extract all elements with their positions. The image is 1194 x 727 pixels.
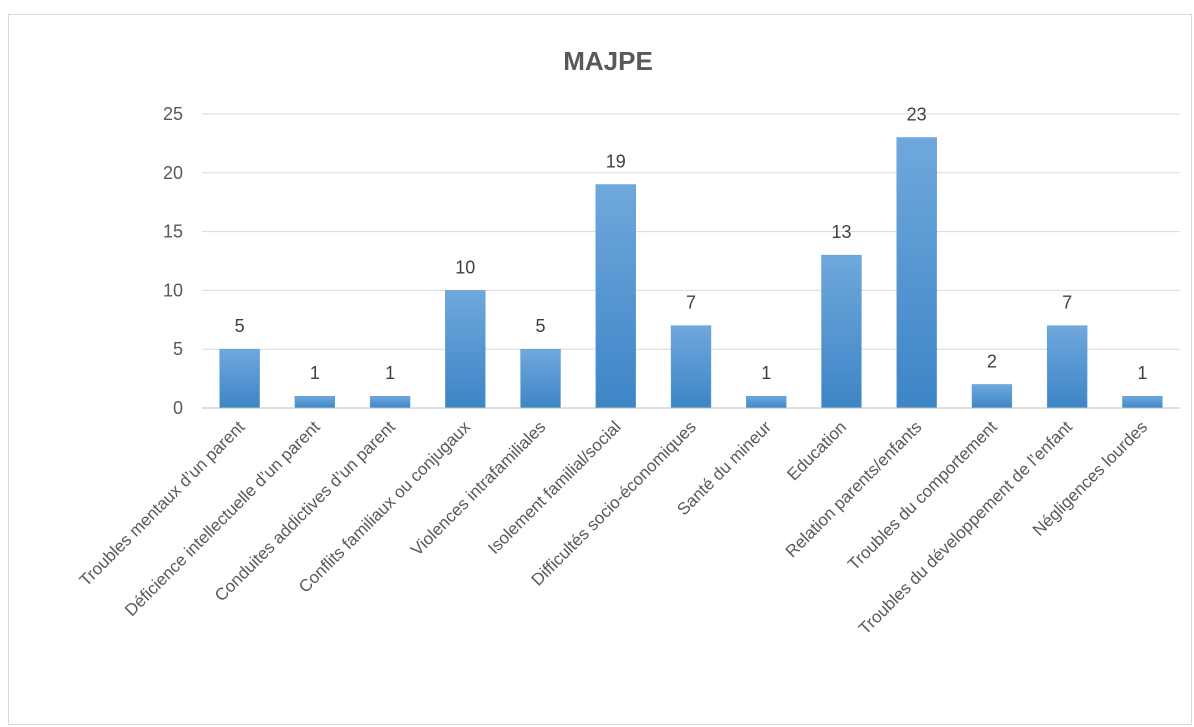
x-category-label: Violences intrafamiliales xyxy=(407,417,549,559)
x-category-label: Isolement familial/social xyxy=(484,417,624,557)
y-tick-label: 5 xyxy=(173,339,183,359)
y-tick-label: 25 xyxy=(163,104,183,124)
data-label: 23 xyxy=(907,105,927,125)
bar xyxy=(971,384,1013,409)
bar xyxy=(595,184,636,409)
data-label: 5 xyxy=(235,316,245,336)
y-tick-label: 20 xyxy=(163,163,183,183)
x-category-label: Relation parents/enfants xyxy=(782,417,926,561)
data-labels: 5 1 1 10 5 19 7 1 13 23 2 7 1 xyxy=(235,105,1148,384)
bar xyxy=(1046,325,1088,409)
data-label: 2 xyxy=(987,351,997,371)
bar xyxy=(294,395,336,409)
y-tick-label: 0 xyxy=(173,398,183,418)
gridlines xyxy=(202,113,1180,350)
data-label: 10 xyxy=(455,257,475,277)
data-label: 7 xyxy=(686,293,696,313)
bar xyxy=(670,325,712,409)
chart-title: MAJPE xyxy=(563,46,653,76)
x-category-label: Troubles du comportement xyxy=(844,417,1001,574)
data-label: 13 xyxy=(831,222,851,242)
data-label: 7 xyxy=(1062,293,1072,313)
bar xyxy=(821,254,862,409)
data-label: 5 xyxy=(536,316,546,336)
y-tick-label: 15 xyxy=(163,222,183,242)
x-category-label: Education xyxy=(783,417,850,484)
y-tick-label: 10 xyxy=(163,280,183,300)
bar xyxy=(369,395,411,409)
data-label: 1 xyxy=(761,363,771,383)
data-label: 1 xyxy=(385,363,395,383)
bars xyxy=(219,137,1163,409)
bar xyxy=(520,348,561,409)
bar xyxy=(445,290,486,409)
data-label: 1 xyxy=(310,363,320,383)
data-label: 19 xyxy=(606,152,626,172)
bar xyxy=(1122,395,1163,409)
bar xyxy=(219,348,260,409)
data-label: 1 xyxy=(1137,363,1147,383)
y-axis-ticks: 0 5 10 15 20 25 xyxy=(163,104,183,418)
bar xyxy=(746,395,787,409)
bar xyxy=(896,137,937,409)
x-category-label: Difficultés socio-économiques xyxy=(528,417,700,589)
